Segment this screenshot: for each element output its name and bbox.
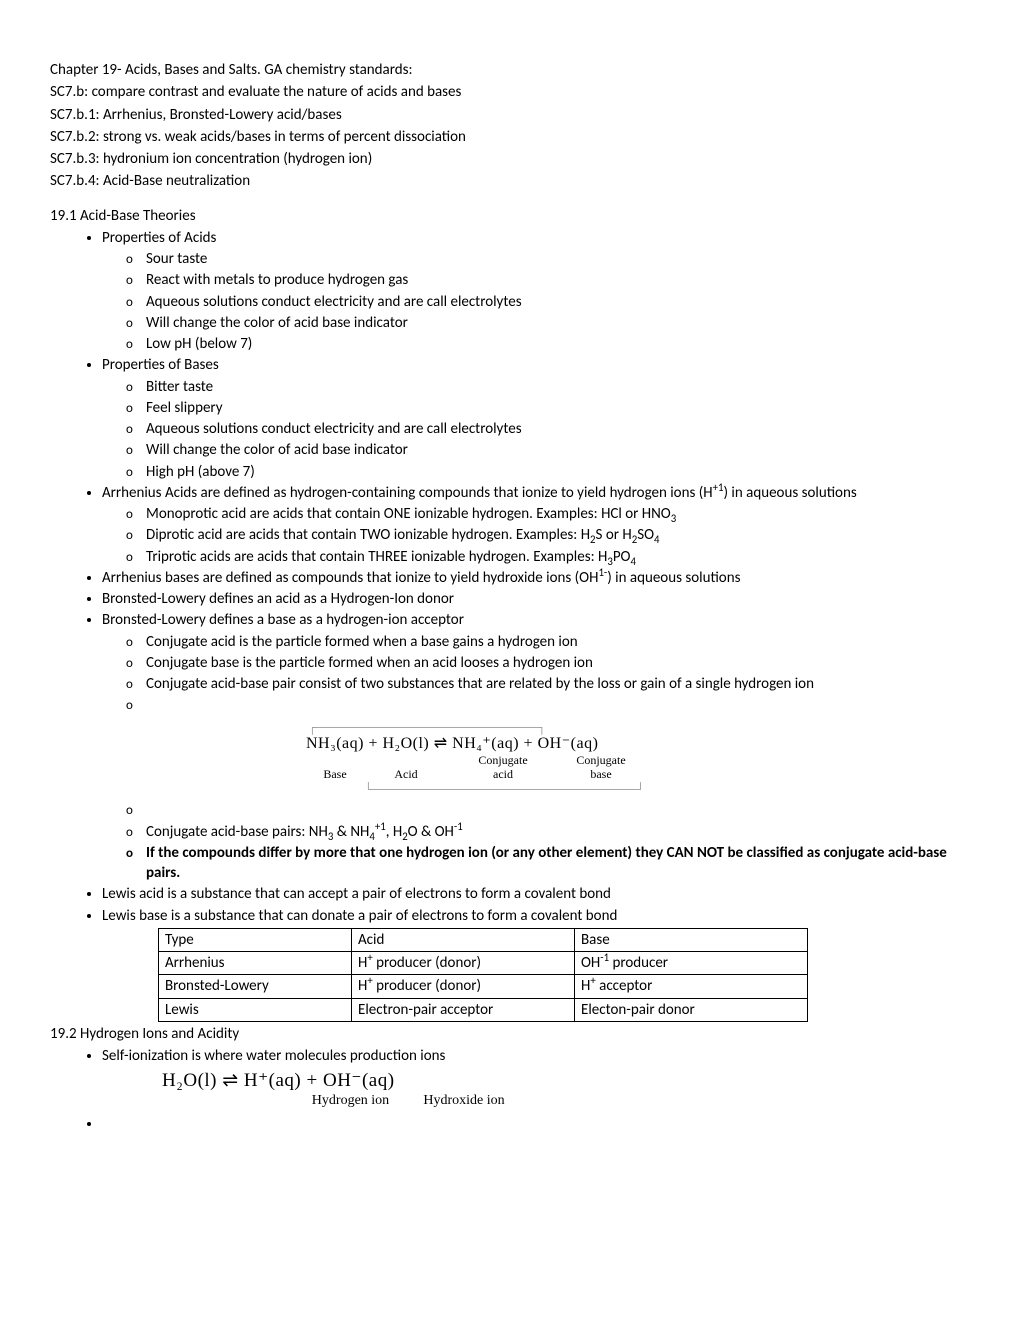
eq2-labels: Hydrogen ion Hydroxide ion: [162, 1093, 970, 1110]
base-prop-1: Bitter taste: [146, 377, 970, 397]
conj-pair-warning: If the compounds differ by more that one…: [146, 843, 970, 884]
sup-1minus: 1-: [598, 566, 607, 579]
di-text-a: Diprotic acid are acids that contain TWO…: [146, 526, 590, 544]
td-lewis-base: Electon-pair donor: [575, 998, 808, 1021]
td-arr-acid: H+ producer (donor): [352, 952, 575, 975]
arrhenius-acid-item: Arrhenius Acids are defined as hydrogen-…: [102, 483, 970, 567]
pairs-c: , H: [386, 823, 402, 841]
di-text-b: S or H: [596, 526, 632, 544]
section-19-1-title: 19.1 Acid-Base Theories: [50, 206, 970, 226]
sup-minus1: -1: [454, 820, 463, 833]
definitions-table: Type Acid Base Arrhenius H+ producer (do…: [158, 928, 808, 1022]
pairs-d: O & OH: [408, 823, 454, 841]
equation-1-item: ┌──────────────────────────┐ NH₃(aq) + H…: [146, 695, 970, 796]
prop-bases-item: Properties of Bases Bitter taste Feel sl…: [102, 355, 970, 482]
section-19-2-title: 19.2 Hydrogen Ions and Acidity: [50, 1024, 970, 1044]
header-line-6: SC7.b.4: Acid-Base neutralization: [50, 171, 970, 191]
empty-bullet: [102, 1114, 970, 1134]
eq1-ca-label: Conjugateacid: [448, 753, 558, 782]
acid-prop-5: Low pH (below 7): [146, 334, 970, 354]
arr-base-text-b: ) in aqueous solutions: [607, 569, 740, 587]
td-arr-type: Arrhenius: [159, 952, 352, 975]
prop-acids-label: Properties of Acids: [102, 229, 216, 247]
arr-acid-text-b: ) in aqueous solutions: [723, 484, 856, 502]
eq1-labels: Base Acid Conjugateacid Conjugatebase: [306, 753, 970, 782]
base-prop-3: Aqueous solutions conduct electricity an…: [146, 419, 970, 439]
acid-prop-4: Will change the color of acid base indic…: [146, 313, 970, 333]
arrhenius-base-item: Arrhenius bases are defined as compounds…: [102, 568, 970, 588]
bl-base-label: Bronsted-Lowery defines a base as a hydr…: [102, 611, 464, 629]
tri-text-b: PO: [613, 548, 631, 566]
equation-2: H₂O(l) ⇌ H⁺(aq) + OH⁻(aq) Hydrogen ion H…: [162, 1070, 970, 1110]
arr-base-text-a: Arrhenius bases are defined as compounds…: [102, 569, 598, 587]
table-row-header: Type Acid Base: [159, 928, 808, 951]
eq1-cb-label: Conjugatebase: [561, 753, 641, 782]
td-bl-base: H+ acceptor: [575, 975, 808, 998]
conj-acid-item: Conjugate acid is the particle formed wh…: [146, 632, 970, 652]
table-row-arrhenius: Arrhenius H+ producer (donor) OH-1 produ…: [159, 952, 808, 975]
eq2-hi-label: Hydrogen ion: [296, 1093, 406, 1110]
bracket-top: ┌──────────────────────────┐: [308, 720, 970, 734]
di-text-c: SO: [637, 526, 654, 544]
tri-text-a: Triprotic acids are acids that contain T…: [146, 548, 607, 566]
base-prop-4: Will change the color of acid base indic…: [146, 440, 970, 460]
self-ionization-item: Self-ionization is where water molecules…: [102, 1046, 970, 1110]
base-prop-5: High pH (above 7): [146, 462, 970, 482]
header-line-4: SC7.b.2: strong vs. weak acids/bases in …: [50, 127, 970, 147]
triprotic-item: Triprotic acids are acids that contain T…: [146, 547, 970, 567]
pairs-b: & NH: [333, 823, 369, 841]
table-row-bl: Bronsted-Lowery H+ producer (donor) H+ a…: [159, 975, 808, 998]
th-type: Type: [159, 928, 352, 951]
conj-pair-item: Conjugate acid-base pair consist of two …: [146, 674, 970, 694]
eq1-formula: NH₃(aq) + H₂O(l) ⇌ NH₄⁺(aq) + OH⁻(aq): [306, 734, 970, 753]
table-row-lewis: Lewis Electron-pair acceptor Electon-pai…: [159, 998, 808, 1021]
eq2-formula: H₂O(l) ⇌ H⁺(aq) + OH⁻(aq): [162, 1070, 970, 1093]
empty-sub-item: [146, 800, 970, 820]
td-lewis-acid: Electron-pair acceptor: [352, 998, 575, 1021]
td-bl-acid: H+ producer (donor): [352, 975, 575, 998]
th-acid: Acid: [352, 928, 575, 951]
eq1-base-label: Base: [306, 767, 364, 781]
bl-acid-item: Bronsted-Lowery defines an acid as a Hyd…: [102, 589, 970, 609]
sub-4a: 4: [654, 533, 659, 546]
th-base: Base: [575, 928, 808, 951]
prop-acids-item: Properties of Acids Sour taste React wit…: [102, 228, 970, 355]
bracket-bottom: └───────────────────────────────┘: [364, 782, 970, 796]
conj-base-item: Conjugate base is the particle formed wh…: [146, 653, 970, 673]
sub-4b: 4: [631, 555, 636, 568]
mono-text: Monoprotic acid are acids that contain O…: [146, 505, 671, 523]
bl-base-item: Bronsted-Lowery defines a base as a hydr…: [102, 610, 970, 883]
acid-prop-1: Sour taste: [146, 249, 970, 269]
self-ionization-text: Self-ionization is where water molecules…: [102, 1047, 445, 1065]
lewis-acid-item: Lewis acid is a substance that can accep…: [102, 884, 970, 904]
eq1-acid-label: Acid: [367, 767, 445, 781]
arr-acid-text-a: Arrhenius Acids are defined as hydrogen-…: [102, 484, 713, 502]
header-line-2: SC7.b: compare contrast and evaluate the…: [50, 82, 970, 102]
eq2-oh-label: Hydroxide ion: [409, 1093, 519, 1110]
header-line-1: Chapter 19- Acids, Bases and Salts. GA c…: [50, 60, 970, 80]
header-line-3: SC7.b.1: Arrhenius, Bronsted-Lowery acid…: [50, 105, 970, 125]
conj-pairs-example: Conjugate acid-base pairs: NH3 & NH4+1, …: [146, 822, 970, 842]
lewis-base-item: Lewis base is a substance that can donat…: [102, 906, 970, 926]
acid-prop-2: React with metals to produce hydrogen ga…: [146, 270, 970, 290]
equation-1: ┌──────────────────────────┐ NH₃(aq) + H…: [306, 720, 970, 797]
td-bl-type: Bronsted-Lowery: [159, 975, 352, 998]
sup-plus1b: +1: [375, 820, 386, 833]
td-arr-base: OH-1 producer: [575, 952, 808, 975]
base-prop-2: Feel slippery: [146, 398, 970, 418]
pairs-a: Conjugate acid-base pairs: NH: [146, 823, 328, 841]
prop-bases-label: Properties of Bases: [102, 356, 219, 374]
sup-plus1: +1: [713, 481, 724, 494]
acid-prop-3: Aqueous solutions conduct electricity an…: [146, 292, 970, 312]
sub-3: 3: [671, 512, 676, 525]
header-line-5: SC7.b.3: hydronium ion concentration (hy…: [50, 149, 970, 169]
monoprotic-item: Monoprotic acid are acids that contain O…: [146, 504, 970, 524]
td-lewis-type: Lewis: [159, 998, 352, 1021]
diprotic-item: Diprotic acid are acids that contain TWO…: [146, 525, 970, 545]
